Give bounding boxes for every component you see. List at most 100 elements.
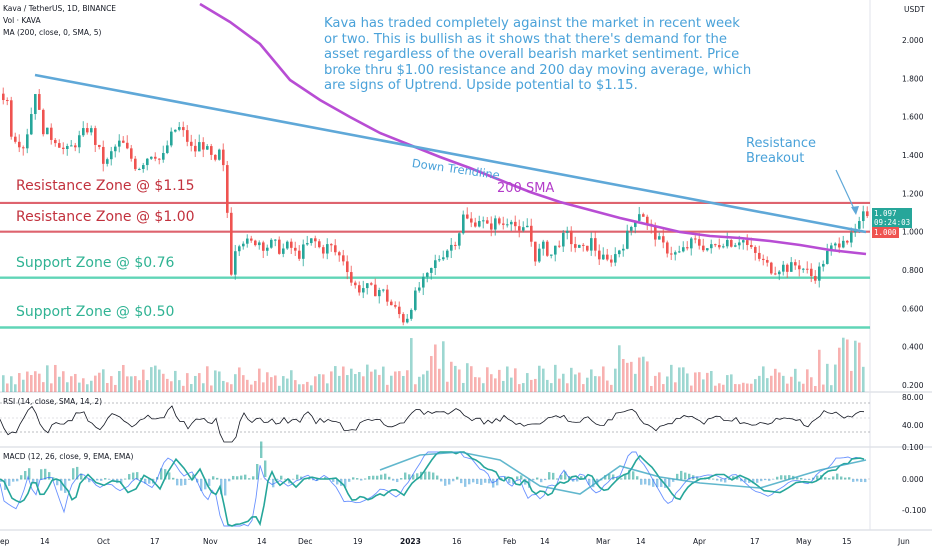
- candle-body: [254, 240, 257, 246]
- x-tick-label: 15: [842, 537, 852, 546]
- volume-bar: [398, 371, 401, 392]
- macd-histogram-bar: [220, 479, 223, 495]
- candle-body: [510, 221, 513, 225]
- macd-histogram-bar: [620, 478, 623, 480]
- volume-bar: [706, 372, 709, 392]
- volume-bar: [466, 363, 469, 392]
- candle-body: [710, 244, 713, 249]
- volume-bar: [226, 382, 229, 392]
- volume-bar: [122, 364, 125, 392]
- macd-histogram-bar: [428, 471, 431, 480]
- macd-histogram-bar: [24, 471, 27, 480]
- macd-histogram-bar: [564, 471, 567, 480]
- volume-bar: [390, 375, 393, 392]
- candle-body: [654, 226, 657, 240]
- macd-histogram-bar: [560, 475, 563, 480]
- candle-body: [558, 245, 561, 247]
- candle-body: [334, 245, 337, 253]
- volume-bar: [2, 375, 5, 392]
- candle-body: [198, 142, 201, 152]
- candle-body: [594, 238, 597, 251]
- x-tick-label: 14: [540, 537, 550, 546]
- x-tick-label: May: [796, 537, 812, 546]
- volume-bar: [754, 379, 757, 392]
- volume-bar: [522, 383, 525, 392]
- macd-histogram-bar: [860, 479, 863, 482]
- macd-histogram-bar: [616, 476, 619, 480]
- candle-body: [610, 259, 613, 263]
- x-tick-label: ep: [0, 537, 10, 546]
- volume-bar: [294, 380, 297, 392]
- volume-bar: [346, 375, 349, 392]
- macd-histogram-bar: [236, 476, 239, 480]
- volume-bar: [338, 375, 341, 392]
- macd-histogram-bar: [40, 469, 43, 480]
- macd-histogram-bar: [444, 479, 447, 486]
- macd-histogram-bar: [56, 479, 59, 486]
- candle-body: [42, 109, 45, 135]
- candle-body: [326, 244, 329, 254]
- volume-bar: [94, 375, 97, 392]
- macd-histogram-bar: [312, 479, 315, 481]
- candle-body: [626, 230, 629, 249]
- candle-body: [466, 214, 469, 219]
- volume-bar: [158, 369, 161, 392]
- macd-histogram-bar: [48, 472, 51, 480]
- volume-bar: [286, 378, 289, 392]
- macd-tick-label: 0.000: [902, 475, 924, 484]
- macd-histogram-bar: [168, 472, 171, 480]
- volume-bar: [366, 364, 369, 392]
- candle-body: [750, 245, 753, 248]
- candle-body: [478, 221, 481, 227]
- volume-bar: [262, 382, 265, 392]
- candle-body: [102, 146, 105, 164]
- macd-histogram-bar: [740, 479, 743, 482]
- macd-histogram-bar: [576, 479, 579, 482]
- rsi-line: [0, 405, 865, 443]
- candle-body: [606, 254, 609, 260]
- volume-bar: [282, 376, 285, 392]
- macd-histogram-bar: [748, 479, 751, 483]
- last-price: 1.097: [874, 209, 897, 218]
- candle-body: [542, 241, 545, 249]
- volume-bar: [534, 378, 537, 392]
- macd-histogram-bar: [144, 479, 147, 484]
- macd-histogram-bar: [120, 479, 123, 484]
- candle-body: [494, 218, 497, 230]
- volume-bar: [762, 366, 765, 392]
- support-050-label: Support Zone @ $0.50: [16, 304, 175, 320]
- volume-bar: [314, 376, 317, 392]
- rsi-tick-label: 40.00: [902, 421, 924, 430]
- x-tick-label: Feb: [503, 537, 517, 546]
- macd-histogram-bar: [672, 479, 675, 482]
- macd-histogram-bar: [88, 479, 91, 483]
- macd-histogram-bar: [12, 479, 15, 482]
- candle-body: [290, 241, 293, 248]
- volume-bar: [634, 373, 637, 392]
- candle-body: [30, 114, 33, 135]
- rsi-legend: RSI (14, close, SMA, 14, 2): [3, 397, 103, 406]
- candle-body: [50, 127, 53, 140]
- volume-bar: [566, 383, 569, 392]
- ma-price: 1.000: [874, 228, 897, 237]
- volume-bar: [810, 377, 813, 392]
- candle-body: [318, 241, 321, 248]
- candle-body: [546, 241, 549, 256]
- volume-bar: [602, 366, 605, 392]
- volume-bar: [134, 376, 137, 392]
- candle-body: [762, 258, 765, 261]
- macd-histogram-bar: [276, 479, 279, 481]
- candle-body: [670, 253, 673, 255]
- candle-body: [202, 142, 205, 150]
- candle-body: [522, 227, 525, 231]
- macd-histogram-bar: [436, 475, 439, 480]
- candle-body: [370, 283, 373, 285]
- candle-body: [354, 282, 357, 286]
- candle-body: [250, 238, 253, 241]
- volume-bar: [554, 364, 557, 392]
- macd-histogram-bar: [180, 479, 183, 486]
- macd-line: [0, 451, 865, 527]
- macd-histogram-bar: [108, 479, 111, 480]
- macd-tick-label: 0.100: [902, 443, 924, 452]
